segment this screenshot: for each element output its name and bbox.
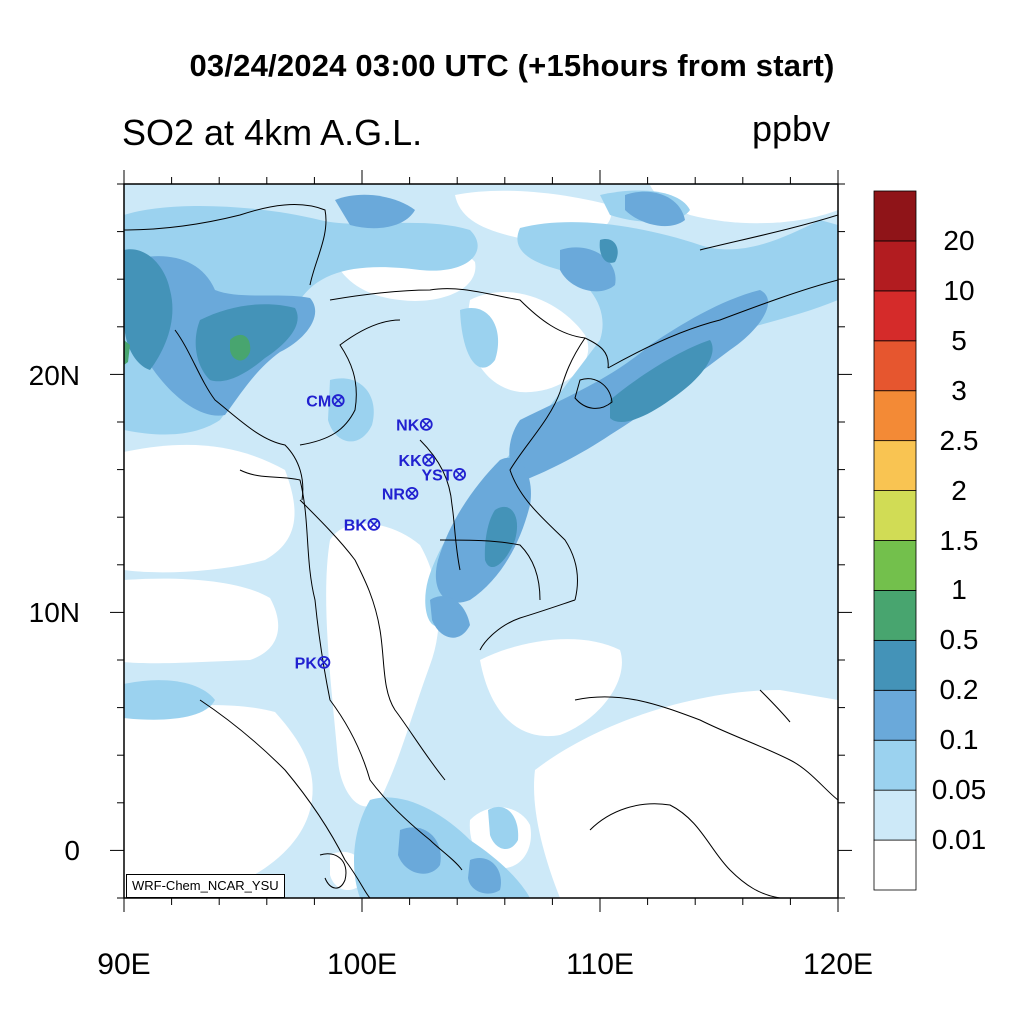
units-label: ppbv	[752, 108, 831, 149]
colorbar-swatch	[873, 839, 917, 891]
station-marker-icon	[405, 486, 419, 500]
y-tick-label-20n: 20N	[28, 360, 80, 391]
station-label: PK	[295, 655, 318, 672]
station-nk: NK	[396, 417, 433, 434]
colorbar-level-label: 20	[943, 224, 975, 256]
station-pk: PK	[295, 655, 331, 672]
colorbar-level-label: 0.2	[939, 674, 979, 706]
x-tick-label-100e: 100E	[326, 948, 398, 981]
model-credit: WRF-Chem_NCAR_YSU	[126, 874, 285, 898]
colorbar-swatch	[873, 190, 917, 242]
colorbar-swatch	[873, 590, 917, 641]
colorbar-swatch	[873, 739, 917, 791]
colorbar-swatch	[873, 490, 917, 541]
colorbar-swatch	[873, 290, 917, 342]
station-label: BK	[344, 517, 368, 534]
station-yst: YST	[421, 467, 466, 484]
coastlines	[124, 204, 838, 898]
station-label: NK	[396, 417, 420, 434]
station-label: KK	[399, 453, 423, 470]
colorbar-swatch	[873, 440, 917, 491]
x-tick-label-90e: 90E	[97, 948, 151, 981]
y-tick-label-10n: 10N	[28, 597, 80, 628]
plot-title: 03/24/2024 03:00 UTC (+15hours from star…	[189, 48, 835, 83]
colorbar-level-label: 0.01	[931, 824, 987, 856]
station-marker-icon	[422, 453, 436, 467]
station-label: YST	[421, 467, 452, 484]
colorbar-level-label: 10	[943, 274, 975, 306]
station-label: NR	[382, 486, 406, 503]
x-tick-label-110e: 110E	[566, 948, 634, 981]
colorbar-swatch	[873, 789, 917, 841]
colorbar-level-label: 0.05	[931, 774, 987, 806]
axis-ticks	[110, 170, 852, 912]
colorbar-swatch	[873, 390, 917, 442]
colorbar-level-label: 1	[951, 574, 967, 606]
colorbar-level-label: 0.1	[939, 724, 979, 756]
station-marker-icon	[419, 417, 433, 431]
colorbar	[873, 190, 917, 891]
colorbar-level-label: 3	[951, 374, 967, 406]
colorbar-swatch	[873, 340, 917, 392]
station-marker-icon	[317, 655, 331, 669]
colorbar-level-label: 2.5	[939, 424, 979, 456]
station-nr: NR	[382, 486, 419, 503]
colorbar-swatch	[873, 540, 917, 591]
station-marker-icon	[453, 467, 466, 481]
y-tick-label-0: 0	[64, 835, 80, 866]
colorbar-swatch	[873, 639, 917, 691]
colorbar-swatch	[873, 240, 917, 292]
station-label: CM	[306, 394, 331, 411]
concentration-field	[124, 184, 838, 898]
station-marker-icon	[331, 394, 345, 407]
colorbar-swatch	[873, 689, 917, 741]
station-kk: KK	[399, 453, 436, 470]
station-bk: BK	[344, 517, 381, 534]
station-cm: CM	[306, 394, 345, 411]
x-tick-label-120e: 120E	[802, 948, 874, 981]
colorbar-level-label: 1.5	[939, 524, 979, 556]
variable-label: SO2 at 4km A.G.L.	[122, 112, 423, 153]
station-marker-icon	[367, 517, 381, 531]
colorbar-level-label: 5	[951, 324, 967, 356]
colorbar-level-label: 0.5	[939, 624, 979, 656]
plot-frame	[123, 183, 839, 899]
colorbar-level-label: 2	[951, 474, 967, 506]
